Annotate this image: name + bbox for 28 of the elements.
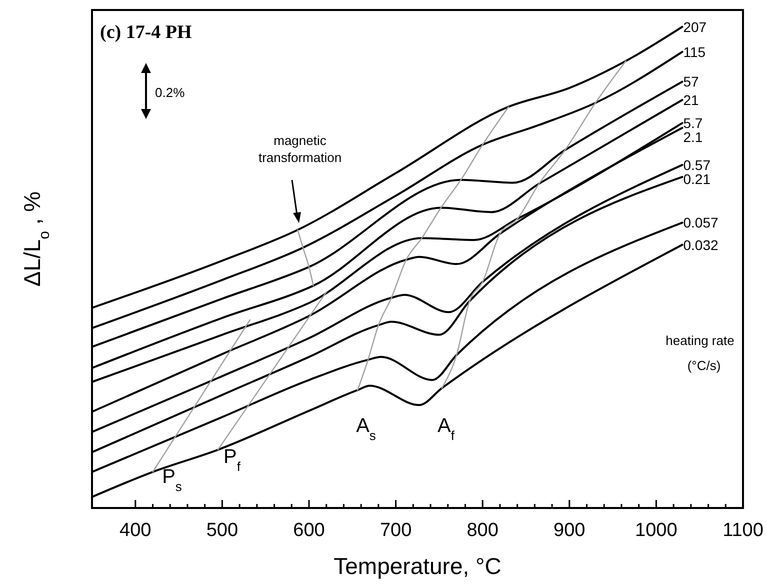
series-label: 0.057	[683, 214, 718, 231]
x-tick-label: 600	[293, 520, 325, 541]
annotation: P$_{s}$	[162, 466, 182, 494]
x-tick-label: 700	[380, 520, 412, 541]
annotation: heating rate	[666, 333, 734, 348]
x-axis-title: Temperature, °C	[334, 553, 502, 579]
series-label: 5.7	[683, 115, 703, 132]
series-label: 207	[683, 18, 707, 35]
annotation: 0.2%	[155, 85, 186, 100]
x-tick-label: 1100	[722, 520, 764, 541]
series-label: 57	[683, 74, 700, 90]
annotation: A$_{f}$	[438, 415, 455, 442]
series-label: 115	[683, 44, 706, 60]
annotation: (°C/s)	[687, 358, 721, 373]
series-label: 0.032	[683, 236, 718, 253]
x-tick-label: 800	[466, 520, 498, 541]
chart-title: (c) 17-4 PH	[100, 22, 192, 43]
x-tick-label: 900	[554, 520, 586, 541]
series-label: 21	[683, 92, 700, 108]
series-label: 0.57	[683, 156, 711, 173]
annotation: A$_{s}$	[356, 415, 376, 442]
annotation: magnetic transformation	[258, 133, 342, 165]
series-label: 2.1	[683, 129, 703, 146]
annotation: P$_{f}$	[224, 446, 241, 474]
x-tick-label: 400	[120, 520, 152, 541]
x-tick-label: 500	[206, 520, 238, 541]
series-label: 0.21	[683, 170, 711, 187]
x-tick-label: 1000	[635, 520, 678, 541]
